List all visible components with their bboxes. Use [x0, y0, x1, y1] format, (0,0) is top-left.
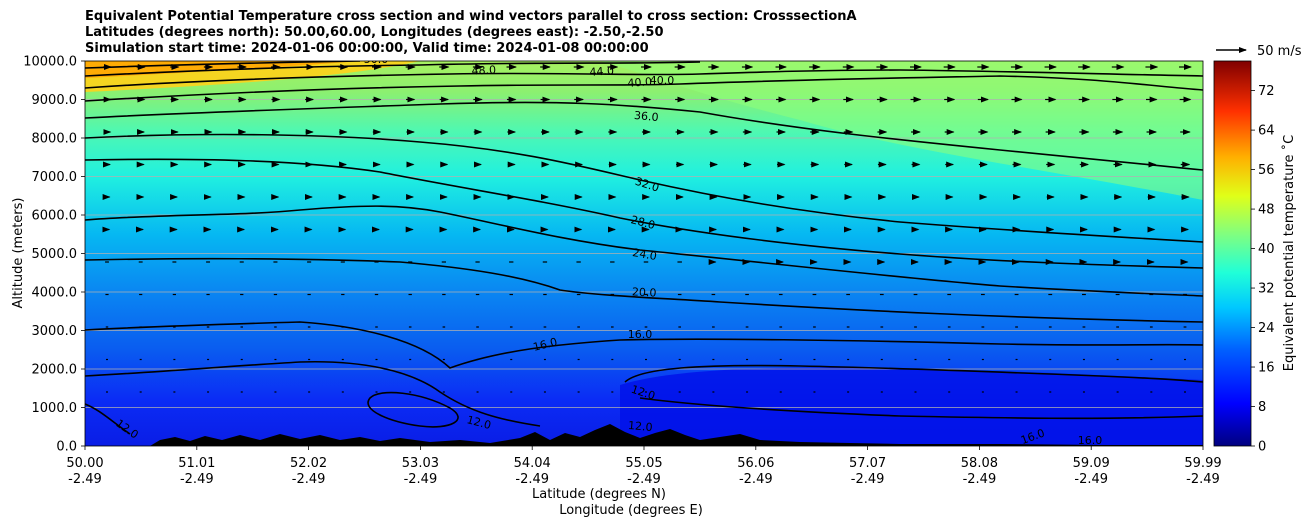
x-tick-label-lat: 50.00 [66, 456, 103, 471]
contour-line [85, 75, 1203, 102]
contour-line [85, 69, 1203, 89]
contour-line [85, 360, 1203, 427]
contour-line [85, 397, 1203, 435]
y-tick-label: 0.0 [56, 440, 77, 455]
contour-label: 12.0 [465, 413, 492, 432]
y-tick-label: 9000.0 [32, 93, 78, 108]
x-tick-label-lat: 59.99 [1184, 456, 1221, 471]
y-tick-label: 2000.0 [32, 363, 78, 378]
y-axis: 0.0 1000.0 2000.0 3000.0 4000.0 5000.0 6000.0 7… [23, 55, 85, 455]
contour-line [85, 61, 701, 77]
x-tick-label-lat: 55.05 [625, 456, 662, 471]
colorbar-tick-label: 24 [1258, 321, 1275, 336]
title-line-1: Equivalent Potential Temperature cross s… [85, 9, 857, 24]
y-tick-label: 5000.0 [32, 247, 78, 262]
plot-area: 50.048.0 44.040.040.036.032.028.024.020.0… [85, 53, 1203, 447]
x-tick-label-lat: 51.01 [178, 456, 215, 471]
x-tick-label-lon: -2.49 [180, 472, 214, 487]
x-tick-label-lat: 54.04 [514, 456, 551, 471]
x-tick-label-lat: 59.09 [1073, 456, 1110, 471]
grid-lines [85, 99, 1203, 408]
colorbar-tick-label: 72 [1258, 84, 1275, 99]
wind-vectors [102, 64, 1192, 393]
colorbar-tick-label: 48 [1258, 203, 1275, 218]
colorbar-label: Equivalent potential temperature ˚C [1281, 135, 1297, 371]
colorbar-tick-label: 16 [1258, 361, 1275, 376]
contour-line [85, 133, 1203, 243]
contour-label: 44.0 [589, 64, 614, 79]
contour-label: 24.0 [631, 246, 657, 263]
x-tick-label-lon: -2.49 [1186, 472, 1220, 487]
contour-label: 40.0 [650, 74, 675, 87]
contour-line [367, 391, 459, 428]
x-tick-label-lon: -2.49 [627, 472, 661, 487]
y-tick-label: 3000.0 [32, 324, 78, 339]
y-tick-label: 6000.0 [32, 209, 78, 224]
x-tick-label-lat: 57.07 [849, 456, 886, 471]
y-tick-label: 7000.0 [32, 170, 78, 185]
contour-label: 40.0 [627, 75, 652, 90]
y-tick-label: 1000.0 [32, 401, 78, 416]
cold-region [620, 367, 1203, 446]
contour-label: 36.0 [634, 109, 660, 124]
contour-label: 48.0 [471, 63, 496, 77]
contour-line [85, 61, 361, 69]
x-axis-label-lat: Latitude (degrees N) [532, 487, 666, 502]
x-tick-label-lon: -2.49 [851, 472, 885, 487]
contour-label: 20.0 [632, 285, 657, 299]
x-axis: 50.00-2.4951.01-2.4952.02-2.4953.03-2.49… [66, 446, 1222, 487]
x-tick-label-lon: -2.49 [292, 472, 326, 487]
contour-line [85, 101, 1203, 171]
x-tick-label-lat: 58.08 [961, 456, 998, 471]
contour-label: 16.0 [532, 335, 559, 354]
x-tick-label-lon: -2.49 [963, 472, 997, 487]
contour-line [85, 205, 1203, 297]
contour-lines [85, 61, 1203, 435]
x-tick-label-lon: -2.49 [515, 472, 549, 487]
title-line-3: Simulation start time: 2024-01-06 00:00:… [85, 41, 649, 56]
x-tick-label-lon: -2.49 [739, 472, 773, 487]
contour-label: 16.0 [1078, 434, 1103, 447]
contour-line [85, 321, 1203, 369]
title-line-2: Latitudes (degrees north): 50.00,60.00, … [85, 25, 664, 40]
quiver-key-label: 50 m/s [1257, 44, 1302, 59]
x-tick-label-lon: -2.49 [68, 472, 102, 487]
x-tick-label-lat: 53.03 [402, 456, 439, 471]
contour-line [85, 158, 1203, 269]
y-tick-label: 10000.0 [23, 55, 77, 70]
y-axis-label: Altitude (meters) [11, 198, 26, 309]
contour-label: 16.0 [1019, 426, 1046, 447]
colorbar-tick-label: 32 [1258, 282, 1275, 297]
chart-title: Equivalent Potential Temperature cross s… [85, 9, 857, 57]
y-tick-label: 4000.0 [32, 286, 78, 301]
x-tick-label-lon: -2.49 [1074, 472, 1108, 487]
x-tick-label-lat: 56.06 [737, 456, 774, 471]
contour-label: 12.0 [628, 419, 654, 434]
colorbar-tick-label: 64 [1258, 124, 1275, 139]
contour-label: 50.0 [364, 53, 389, 66]
terrain-mask [150, 424, 1203, 446]
y-tick-label: 8000.0 [32, 132, 78, 147]
colorbar-tick-label: 40 [1258, 242, 1275, 257]
contour-label: 28.0 [629, 213, 656, 232]
contour-line [85, 257, 1203, 323]
colorbar-tick-label: 0 [1258, 440, 1266, 455]
terrain [150, 424, 1203, 446]
colorbar [1213, 60, 1252, 447]
x-tick-label-lon: -2.49 [404, 472, 438, 487]
colorbar-tick-label: 8 [1258, 400, 1266, 415]
colorbar-ticks: 0 8 16 24 32 40 48 56 64 72 [1251, 84, 1275, 455]
colorbar-tick-label: 56 [1258, 163, 1275, 178]
x-tick-label-lat: 52.02 [290, 456, 327, 471]
x-axis-label-lon: Longitude (degrees E) [559, 503, 703, 518]
contour-label: 16.0 [628, 328, 653, 341]
